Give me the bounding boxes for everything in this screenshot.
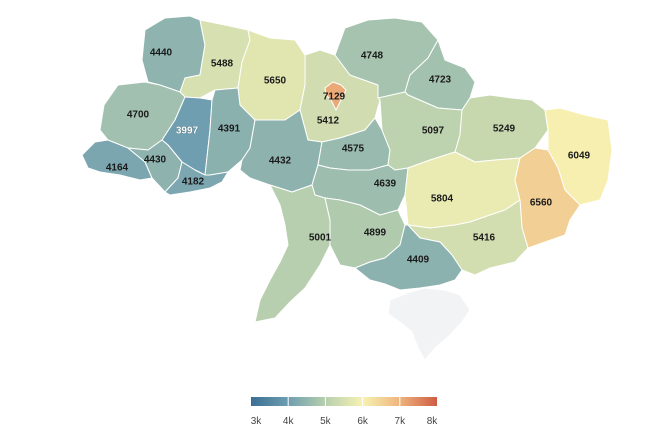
label-lviv: 4700 — [127, 110, 150, 121]
label-dnipropetrovsk: 5804 — [431, 194, 454, 205]
label-zakarpattia: 4164 — [106, 163, 129, 174]
label-donetsk: 6560 — [530, 198, 553, 209]
label-kyiv-oblast: 5412 — [317, 116, 340, 127]
region-labels: 4440 5488 5650 5412 7129 4748 4723 4700 … — [106, 48, 591, 266]
region-odesa[interactable] — [254, 184, 331, 323]
label-ternopil: 3997 — [176, 126, 199, 137]
region-crimea[interactable] — [387, 287, 471, 361]
label-chernihiv: 4748 — [361, 51, 384, 62]
legend-tick-6k: 6k — [357, 416, 369, 427]
label-volyn: 4440 — [150, 48, 173, 59]
color-legend: 3k 4k 5k 6k 7k 8k — [251, 397, 439, 427]
label-rivne: 5488 — [211, 59, 234, 70]
label-cherkasy: 4575 — [342, 144, 365, 155]
regions-layer — [81, 15, 613, 361]
label-kharkiv: 5249 — [493, 124, 516, 135]
label-khmelnytskyi: 4391 — [218, 124, 241, 135]
label-mykolaiv: 4899 — [364, 228, 387, 239]
legend-tick-3k: 3k — [251, 416, 263, 427]
label-ivano-frankivsk: 4430 — [144, 155, 167, 166]
label-poltava: 5097 — [422, 126, 445, 137]
label-zhytomyr: 5650 — [264, 76, 287, 87]
region-chernivtsi[interactable] — [164, 161, 229, 196]
label-zaporizhzhia: 5416 — [473, 233, 496, 244]
legend-tick-7k: 7k — [395, 416, 407, 427]
legend-tick-marks — [287, 397, 401, 406]
label-sumy: 4723 — [429, 75, 452, 86]
label-vinnytsia: 4432 — [269, 156, 292, 167]
legend-tick-4k: 4k — [283, 416, 295, 427]
region-kherson[interactable] — [354, 224, 463, 291]
legend-tick-8k: 8k — [427, 416, 439, 427]
legend-gradient-bar — [251, 397, 437, 406]
label-kirovohrad: 4639 — [374, 179, 397, 190]
label-kherson: 4409 — [407, 255, 430, 266]
label-kyiv-city: 7129 — [323, 92, 346, 103]
label-odesa: 5001 — [309, 233, 332, 244]
label-chernivtsi: 4182 — [182, 177, 205, 188]
label-luhansk: 6049 — [568, 151, 591, 162]
region-kyiv-city[interactable] — [324, 81, 347, 111]
legend-tick-5k: 5k — [320, 416, 332, 427]
